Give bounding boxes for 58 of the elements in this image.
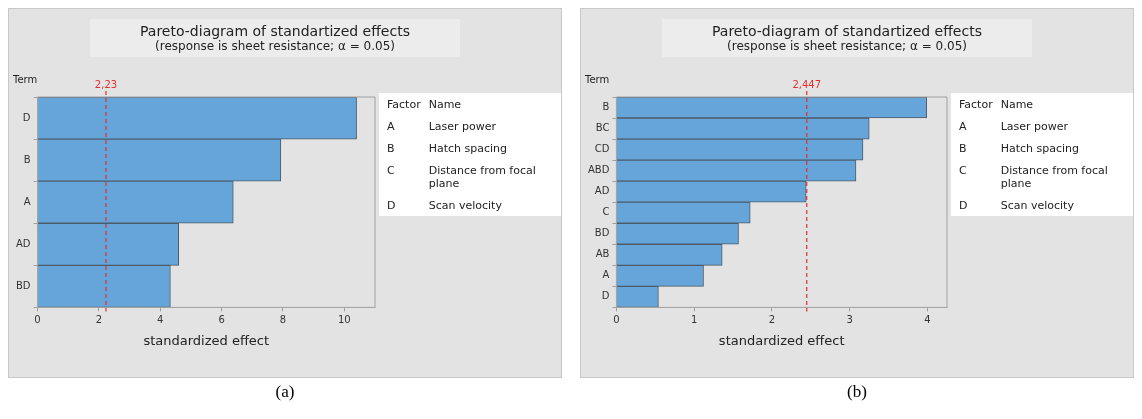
text: Hatch spacing <box>999 141 1081 157</box>
y-tick-label: CD <box>594 143 610 155</box>
text: D <box>958 198 969 214</box>
text: Name <box>427 97 463 113</box>
x-tick-label: 2 <box>95 313 103 325</box>
text: Distance from focal plane <box>427 163 537 192</box>
y-axis-title: Term <box>12 73 38 85</box>
chart-title: Pareto-diagram of standartized effects <box>711 23 983 39</box>
text: Distance from focal plane <box>999 163 1109 192</box>
text: Laser power <box>427 119 498 135</box>
y-tick-label: BD <box>16 279 31 291</box>
y-tick-label: AD <box>594 185 610 197</box>
text: Scan velocity <box>427 198 503 214</box>
y-tick-label: D <box>22 111 31 123</box>
x-tick-label: 10 <box>337 313 351 325</box>
x-tick-label: 8 <box>279 313 287 325</box>
y-tick-label: AD <box>16 237 31 249</box>
text: A <box>386 119 396 135</box>
x-tick-label: 6 <box>218 313 225 325</box>
text: Hatch spacing <box>427 141 509 157</box>
text: Scan velocity <box>999 198 1075 214</box>
y-tick-label: A <box>23 195 31 207</box>
text: B <box>958 141 968 157</box>
text: C <box>958 163 968 179</box>
y-tick-label: ABD <box>588 164 610 176</box>
y-tick-label: AB <box>595 248 610 260</box>
y-tick-label: BD <box>594 227 610 239</box>
text: B <box>386 141 396 157</box>
text: D <box>386 198 397 214</box>
text: Factor <box>958 97 994 113</box>
text: A <box>958 119 968 135</box>
y-tick-label: BC <box>595 122 610 134</box>
y-axis-title: Term <box>584 73 610 85</box>
chart-title: Pareto-diagram of standartized effects <box>139 23 411 39</box>
x-axis-title: standardized effect <box>143 332 270 348</box>
x-tick-label: 1 <box>691 313 698 325</box>
x-tick-label: 4 <box>924 313 931 325</box>
x-axis-title: standardized effect <box>718 332 845 348</box>
y-tick-label: B <box>602 101 610 113</box>
text: C <box>386 163 396 179</box>
y-tick-label: D <box>601 290 610 302</box>
ref-line-label: 2,23 <box>94 78 118 90</box>
y-tick-label: B <box>23 153 31 165</box>
ref-line-label: 2,447 <box>792 78 822 90</box>
x-tick-label: 2 <box>768 313 776 325</box>
chart-subtitle: (response is sheet resistance; α = 0.05) <box>726 39 968 53</box>
text: (b) <box>846 382 868 402</box>
text: (a) <box>274 382 296 402</box>
y-tick-label: C <box>602 206 610 218</box>
text: Laser power <box>999 119 1070 135</box>
text: Factor <box>386 97 422 113</box>
x-tick-label: 0 <box>34 313 41 325</box>
x-tick-label: 0 <box>613 313 620 325</box>
y-tick-label: A <box>602 269 610 281</box>
chart-subtitle: (response is sheet resistance; α = 0.05) <box>154 39 396 53</box>
x-tick-label: 4 <box>157 313 164 325</box>
text: Name <box>999 97 1035 113</box>
x-tick-label: 3 <box>846 313 853 325</box>
